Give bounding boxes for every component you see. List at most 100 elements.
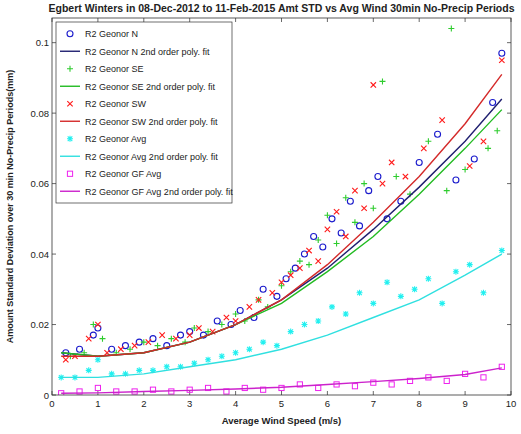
legend-marker bbox=[67, 31, 73, 37]
point bbox=[301, 251, 307, 257]
x-tick-label: 5 bbox=[279, 398, 284, 409]
point bbox=[136, 367, 142, 373]
point bbox=[347, 198, 353, 204]
legend-label: R2 Geonor N bbox=[85, 29, 138, 39]
point bbox=[114, 389, 119, 394]
title: Egbert Winters in 08-Dec-2012 to 11-Feb-… bbox=[48, 2, 514, 14]
fit-line bbox=[61, 254, 502, 377]
x-tick-label: 1 bbox=[95, 398, 100, 409]
fit-line bbox=[61, 368, 502, 393]
x-tick bbox=[327, 391, 328, 395]
point bbox=[485, 145, 491, 151]
x-tick-label: 9 bbox=[462, 398, 467, 409]
series-points bbox=[58, 248, 505, 381]
point bbox=[329, 216, 335, 222]
x-tick-label: 0 bbox=[49, 398, 54, 409]
point bbox=[329, 304, 335, 310]
point bbox=[439, 300, 445, 306]
legend-label: R2 Geonor SW 2nd order poly. fit bbox=[85, 117, 218, 127]
legend-label: R2 Geonor SE bbox=[85, 64, 144, 74]
point bbox=[214, 318, 220, 324]
legend: R2 Geonor NR2 Geonor N 2nd order poly. f… bbox=[56, 22, 233, 203]
legend-box bbox=[56, 22, 232, 203]
y-tick-right bbox=[507, 183, 511, 184]
x-tick bbox=[465, 391, 466, 395]
point bbox=[86, 336, 91, 341]
point bbox=[159, 332, 164, 337]
point bbox=[444, 188, 450, 194]
point bbox=[325, 227, 330, 232]
background bbox=[0, 0, 521, 434]
point bbox=[288, 329, 294, 335]
point bbox=[425, 138, 431, 144]
point bbox=[260, 286, 266, 292]
point bbox=[448, 26, 454, 32]
plot-area bbox=[58, 26, 505, 395]
y-tick bbox=[52, 324, 56, 325]
x-tick bbox=[419, 391, 420, 395]
point bbox=[311, 233, 317, 239]
x-tick-top bbox=[97, 18, 98, 22]
y-tick-right bbox=[507, 324, 511, 325]
point bbox=[316, 258, 321, 263]
point bbox=[389, 382, 394, 387]
point bbox=[361, 206, 366, 211]
point bbox=[494, 128, 500, 134]
y-axis-label: Amount Standard Deviation over 30 min No… bbox=[5, 70, 15, 344]
plot-frame bbox=[52, 18, 511, 395]
point bbox=[118, 346, 123, 351]
point bbox=[237, 307, 243, 313]
point bbox=[490, 100, 496, 106]
point bbox=[95, 322, 100, 327]
point bbox=[439, 117, 444, 122]
point bbox=[343, 311, 349, 317]
point bbox=[219, 353, 225, 359]
y-tick-label: 0.02 bbox=[31, 319, 50, 330]
x-tick-top bbox=[281, 18, 282, 22]
point bbox=[343, 234, 348, 239]
point bbox=[150, 336, 156, 342]
point bbox=[301, 322, 307, 328]
x-tick bbox=[235, 391, 236, 395]
x-tick-top bbox=[235, 18, 236, 22]
point bbox=[334, 209, 339, 214]
point bbox=[99, 336, 105, 342]
point bbox=[471, 156, 477, 162]
x-tick bbox=[281, 391, 282, 395]
x-tick-label: 4 bbox=[233, 398, 238, 409]
point bbox=[425, 276, 431, 282]
series-points bbox=[59, 364, 505, 395]
legend-line bbox=[60, 156, 80, 157]
point bbox=[467, 262, 473, 268]
legend-line bbox=[60, 121, 80, 122]
y-tick-label: 0.06 bbox=[31, 178, 50, 189]
point bbox=[366, 188, 372, 194]
y-tick-right bbox=[507, 254, 511, 255]
point bbox=[224, 315, 229, 320]
point bbox=[297, 258, 303, 264]
point bbox=[444, 378, 449, 383]
point bbox=[403, 174, 408, 179]
point bbox=[398, 293, 404, 299]
point bbox=[86, 367, 92, 373]
point bbox=[453, 177, 459, 183]
point bbox=[357, 290, 363, 296]
point bbox=[480, 290, 486, 296]
fit-line bbox=[61, 74, 502, 356]
point bbox=[95, 357, 101, 363]
point bbox=[338, 230, 344, 236]
y-tick-label: 0 bbox=[44, 390, 49, 401]
fit-line bbox=[61, 99, 502, 356]
legend-line bbox=[60, 51, 80, 52]
point bbox=[306, 262, 312, 268]
point bbox=[173, 336, 178, 341]
x-tick-top bbox=[189, 18, 190, 22]
point bbox=[146, 339, 151, 344]
point bbox=[375, 174, 381, 180]
x-tick-label: 7 bbox=[371, 398, 376, 409]
x-tick-top bbox=[327, 18, 328, 22]
point bbox=[357, 223, 363, 229]
point bbox=[316, 385, 321, 390]
point bbox=[380, 181, 385, 186]
point bbox=[315, 237, 321, 243]
